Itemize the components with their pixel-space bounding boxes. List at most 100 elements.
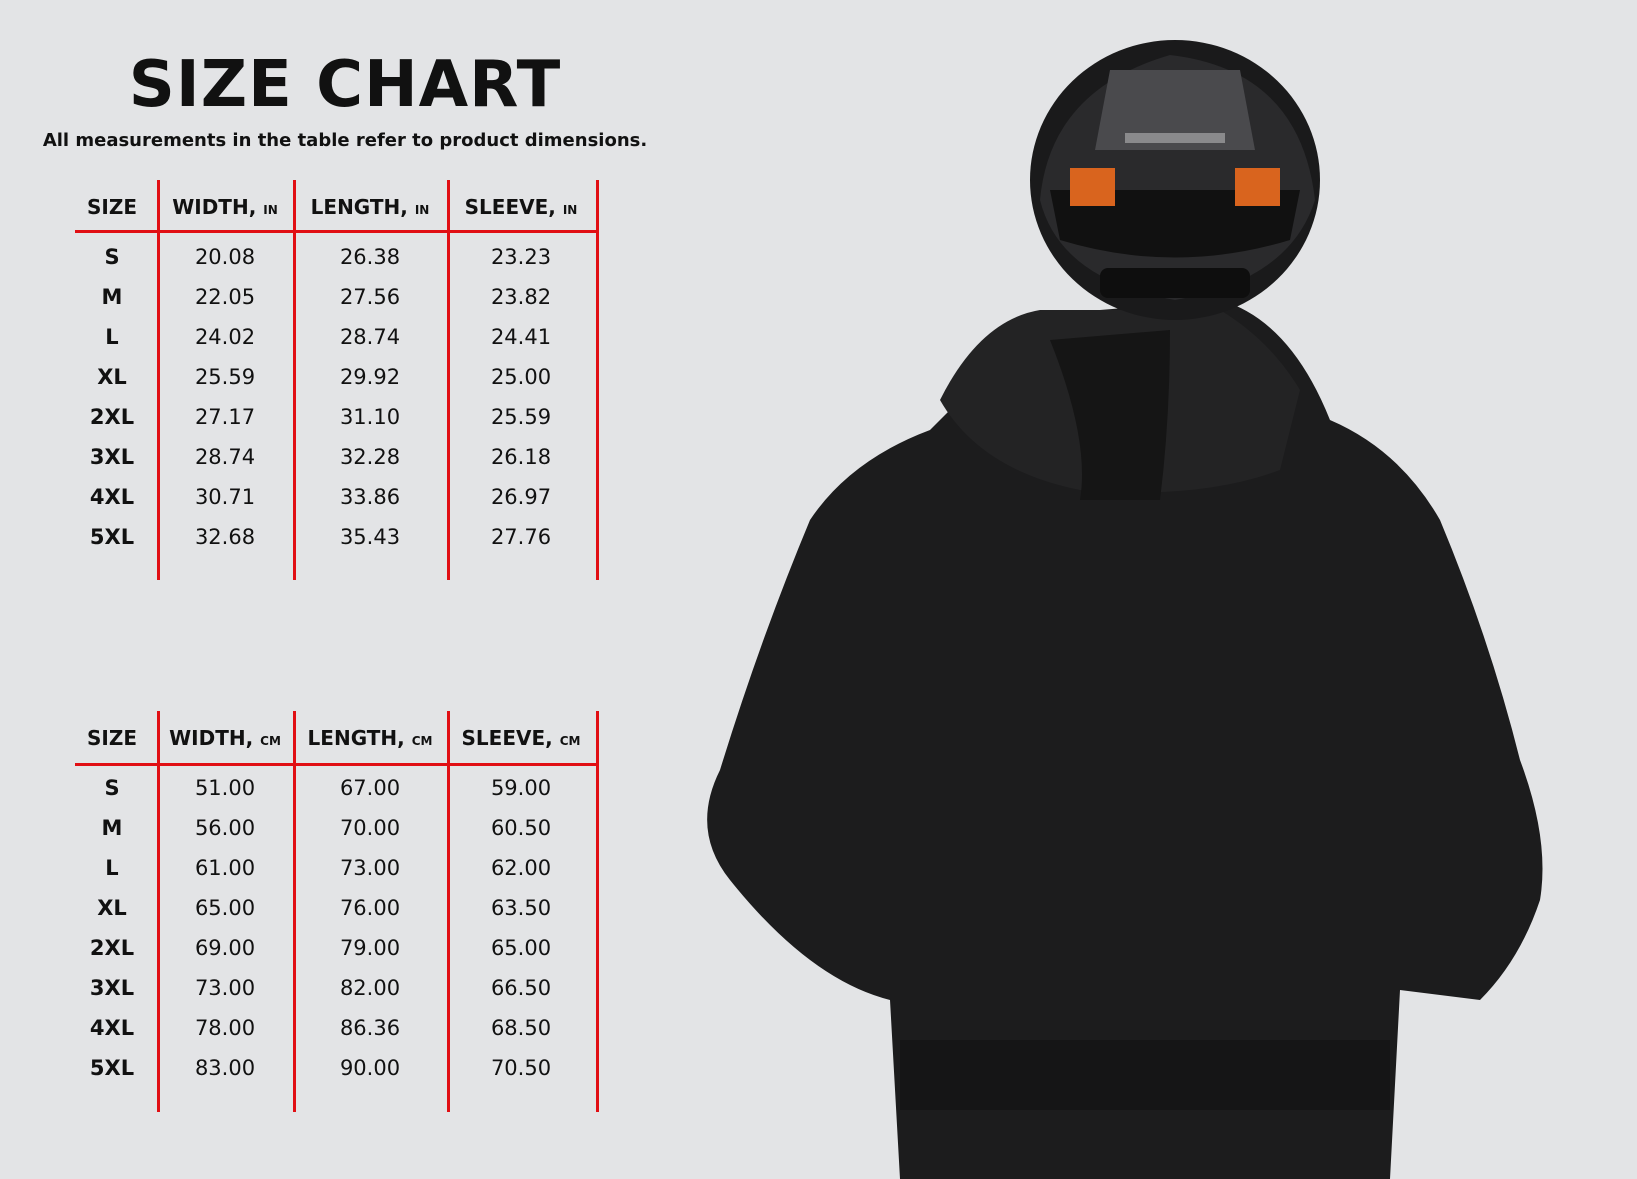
measurement-value: 28.74 (339, 325, 401, 349)
measurement-value: 82.00 (339, 976, 401, 1000)
measurement-value: 56.00 (194, 816, 256, 840)
column-divider (596, 711, 599, 1112)
size-label: 2XL (89, 405, 135, 429)
header-label: SLEEVE, (464, 195, 556, 219)
hoodie (707, 300, 1543, 1179)
size-table-inches: SIZE WIDTH, IN LENGTH, IN SLEEVE, IN S 20.08 2… (75, 180, 600, 580)
column-header: WIDTH, IN (157, 195, 293, 219)
header-unit: IN (414, 203, 430, 217)
measurement-value: 65.00 (194, 896, 256, 920)
measurement-value: 24.02 (194, 325, 256, 349)
subtitle: All measurements in the table refer to p… (42, 130, 648, 151)
measurement-value: 83.00 (194, 1056, 256, 1080)
measurement-value: 67.00 (339, 776, 401, 800)
measurement-value: 26.18 (490, 445, 552, 469)
column-divider (596, 180, 599, 580)
size-label: 3XL (89, 976, 135, 1000)
size-label: 3XL (89, 445, 135, 469)
measurement-value: 90.00 (339, 1056, 401, 1080)
header-label: SIZE (86, 726, 137, 750)
hoodie-hem (900, 1040, 1390, 1110)
header-unit: IN (263, 203, 278, 217)
measurement-value: 78.00 (194, 1016, 256, 1040)
header-unit: CM (260, 734, 281, 748)
size-label: S (104, 776, 120, 800)
header-label: SLEEVE, (461, 726, 553, 750)
size-label: XL (97, 896, 127, 920)
measurement-value: 29.92 (339, 365, 401, 389)
header-unit: IN (562, 203, 578, 217)
measurement-value: 28.74 (194, 445, 256, 469)
helmet-reflector-left (1070, 168, 1115, 206)
column-divider (157, 711, 160, 1112)
header-label: LENGTH, (307, 726, 405, 750)
column-header: SIZE (75, 726, 149, 750)
measurement-value: 73.00 (339, 856, 401, 880)
header-label: WIDTH, (172, 195, 257, 219)
measurement-value: 20.08 (194, 245, 256, 269)
column-header: SLEEVE, CM (447, 726, 596, 750)
header-divider (75, 230, 599, 233)
measurement-value: 69.00 (194, 936, 256, 960)
measurement-value: 66.50 (490, 976, 552, 1000)
measurement-value: 25.59 (194, 365, 256, 389)
measurement-value: 59.00 (490, 776, 552, 800)
size-label: 5XL (89, 1056, 135, 1080)
measurement-value: 27.17 (194, 405, 256, 429)
measurement-value: 86.36 (339, 1016, 401, 1040)
measurement-value: 76.00 (339, 896, 401, 920)
header-label: SIZE (86, 195, 137, 219)
header-label: WIDTH, (169, 726, 254, 750)
column-header: WIDTH, CM (157, 726, 293, 750)
measurement-value: 24.41 (490, 325, 552, 349)
measurement-value: 70.50 (490, 1056, 552, 1080)
measurement-value: 23.23 (490, 245, 552, 269)
measurement-value: 68.50 (490, 1016, 552, 1040)
size-label: 5XL (89, 525, 135, 549)
header-label: LENGTH, (310, 195, 408, 219)
size-table-cm: SIZE WIDTH, CM LENGTH, CM SLEEVE, CM S 51.00 6… (75, 711, 600, 1112)
size-label: M (101, 816, 123, 840)
column-divider (293, 180, 296, 580)
header-unit: CM (411, 734, 433, 748)
size-label: M (101, 285, 123, 309)
measurement-value: 33.86 (339, 485, 401, 509)
column-header: SLEEVE, IN (447, 195, 596, 219)
size-label: 4XL (89, 1016, 135, 1040)
measurement-value: 35.43 (339, 525, 401, 549)
measurement-value: 61.00 (194, 856, 256, 880)
measurement-value: 23.82 (490, 285, 552, 309)
measurement-value: 27.56 (339, 285, 401, 309)
column-divider (447, 711, 450, 1112)
size-label: 2XL (89, 936, 135, 960)
column-divider (447, 180, 450, 580)
column-header: LENGTH, CM (293, 726, 447, 750)
page-title: SIZE CHART (128, 48, 562, 122)
header-divider (75, 763, 599, 766)
size-label: S (104, 245, 120, 269)
measurement-value: 31.10 (339, 405, 401, 429)
column-header: SIZE (75, 195, 149, 219)
measurement-value: 22.05 (194, 285, 256, 309)
size-label: XL (97, 365, 127, 389)
measurement-value: 32.68 (194, 525, 256, 549)
measurement-value: 73.00 (194, 976, 256, 1000)
header-unit: CM (559, 734, 581, 748)
measurement-value: 32.28 (339, 445, 401, 469)
column-divider (293, 711, 296, 1112)
measurement-value: 65.00 (490, 936, 552, 960)
measurement-value: 26.97 (490, 485, 552, 509)
size-label: L (105, 856, 119, 880)
size-label: L (105, 325, 119, 349)
measurement-value: 27.76 (490, 525, 552, 549)
measurement-value: 63.50 (490, 896, 552, 920)
model-photo (707, 40, 1543, 1179)
measurement-value: 70.00 (339, 816, 401, 840)
helmet-reflector-right (1235, 168, 1280, 206)
measurement-value: 60.50 (490, 816, 552, 840)
column-header: LENGTH, IN (293, 195, 447, 219)
measurement-value: 26.38 (339, 245, 401, 269)
measurement-value: 62.00 (490, 856, 552, 880)
size-label: 4XL (89, 485, 135, 509)
measurement-value: 25.00 (490, 365, 552, 389)
